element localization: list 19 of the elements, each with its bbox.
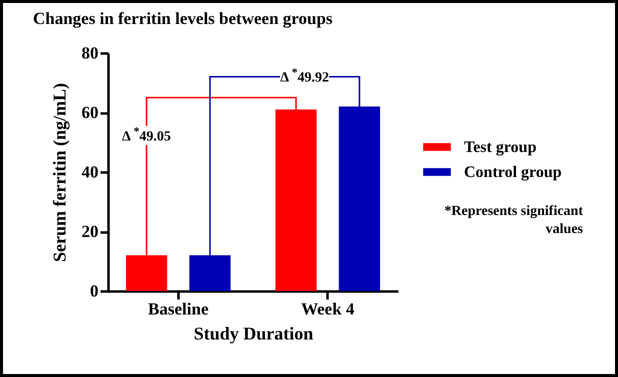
x-tick-label: Week 4 bbox=[301, 300, 355, 318]
y-tick-label: 80 bbox=[82, 44, 98, 62]
bar bbox=[126, 255, 168, 291]
bar bbox=[189, 255, 231, 291]
y-axis-title: Serum ferritin (ng/mL) bbox=[50, 83, 70, 262]
y-tick-label: 40 bbox=[82, 162, 98, 182]
bar bbox=[275, 110, 317, 291]
annotation: Δ $^{*}$49.92 bbox=[280, 66, 330, 86]
legend-label: Test group bbox=[464, 139, 537, 156]
annotation: Δ $^{*}$49.05 bbox=[122, 124, 171, 145]
legend-label: Control group bbox=[464, 164, 562, 181]
y-tick-label: 0 bbox=[90, 282, 98, 300]
text: *Represents significant values bbox=[443, 203, 583, 238]
y-tick-label: 60 bbox=[82, 103, 98, 122]
chart-title: Changes in ferritin levels between groups bbox=[33, 9, 333, 29]
x-tick-label: Baseline bbox=[148, 300, 209, 318]
x-axis-title: Study Duration bbox=[194, 324, 314, 344]
y-tick-label: 20 bbox=[82, 222, 98, 241]
bar bbox=[338, 106, 380, 291]
